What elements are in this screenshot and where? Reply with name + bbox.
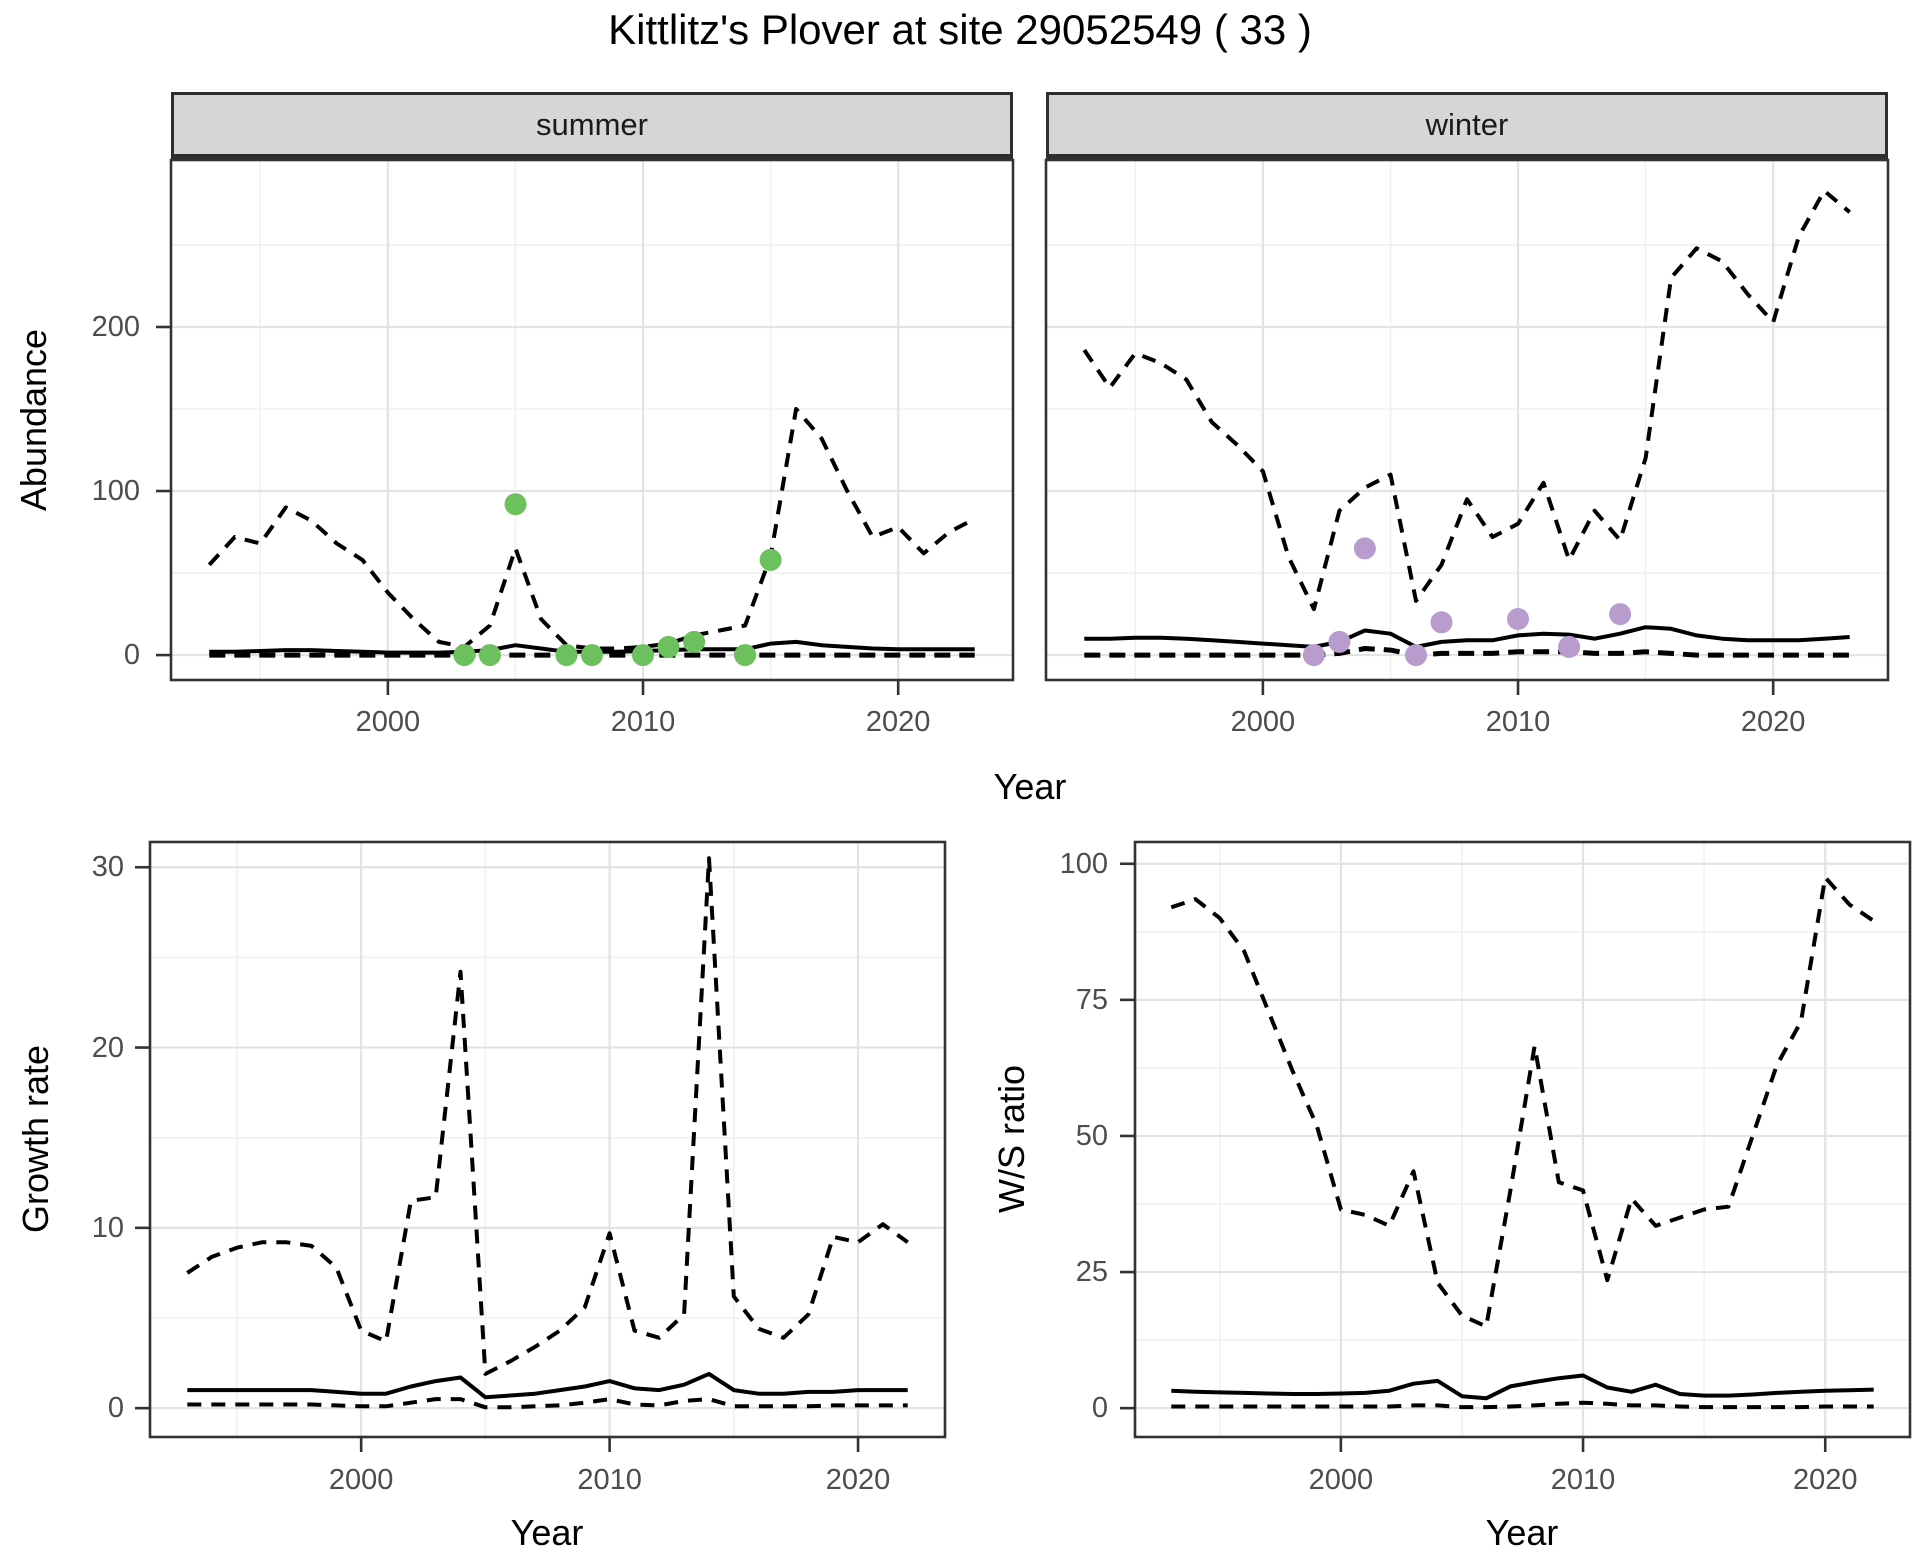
facet-strip-summer: summer: [171, 92, 1013, 160]
growth-x-tick-label: 2010: [577, 1464, 642, 1496]
ws-y-tick-label: 100: [1059, 847, 1108, 880]
growth-y-tick-label: 0: [107, 1392, 124, 1425]
ws-median-line: [1171, 1373, 1874, 1401]
summer-observation-point: [683, 630, 706, 653]
growth-y-tick-label: 20: [91, 1031, 124, 1064]
summer-observation-point: [478, 644, 501, 667]
abundance-y-axis-label: Abundance: [13, 328, 54, 512]
ws-y-axis-label: W/S ratio: [991, 1064, 1032, 1214]
winter-lower-ci-line: [1084, 646, 1850, 658]
ws-panel: [1120, 840, 1912, 1452]
winter-panel: [1044, 158, 1890, 695]
ws-panel-border: [1133, 840, 1912, 1439]
ws-upper-ci-line: [1170, 875, 1875, 1329]
winter-observation-point: [1405, 644, 1427, 667]
summer-x-tick-label: 2010: [610, 706, 676, 738]
ws-x-tick-label: 2000: [1308, 1464, 1374, 1496]
abundance-x-axis-label: Year: [993, 766, 1067, 807]
winter-median-line: [1084, 625, 1850, 649]
winter-x-tick-label: 2020: [1740, 706, 1806, 738]
winter-observation-point: [1430, 611, 1453, 634]
winter-observation-point: [1609, 603, 1632, 626]
summer-x-tick-label: 2000: [355, 706, 421, 738]
growth-x-tick-label: 2020: [825, 1464, 891, 1496]
summer-observation-point: [657, 635, 680, 658]
growth-y-axis-label: Growth rate: [15, 1044, 56, 1234]
winter-observation-point: [1328, 630, 1351, 653]
summer-observation-point: [581, 644, 603, 667]
ws-x-axis-label: Year: [1485, 1512, 1559, 1553]
ws-y-tick-label: 75: [1075, 983, 1108, 1016]
summer-observation-point: [759, 548, 782, 571]
growth-panel: [135, 840, 947, 1452]
summer-panel: [156, 158, 1015, 695]
winter-x-tick-label: 2000: [1230, 706, 1296, 738]
facet-strip-winter-label: winter: [1425, 106, 1509, 142]
growth-lower-ci-line: [187, 1397, 908, 1410]
growth-x-tick-label: 2000: [328, 1464, 394, 1496]
winter-observation-point: [1353, 537, 1376, 560]
summer-observation-point: [555, 644, 578, 667]
growth-x-axis-label: Year: [510, 1512, 584, 1553]
winter-observation-point: [1507, 608, 1529, 630]
winter-observation-point: [1558, 635, 1581, 658]
summer-observation-point: [504, 493, 527, 516]
growth-upper-ci-line: [186, 856, 909, 1376]
summer-observation-point: [632, 644, 654, 667]
summer-x-tick-label: 2020: [865, 706, 931, 738]
summer-upper-ci-line: [207, 407, 976, 651]
summer-y-tick-label: 200: [91, 310, 140, 343]
ws-y-tick-label: 0: [1091, 1392, 1108, 1425]
winter-x-tick-label: 2010: [1485, 706, 1551, 738]
growth-y-tick-label: 30: [91, 851, 124, 884]
growth-panel-border: [148, 840, 947, 1439]
winter-upper-ci-line: [1082, 188, 1851, 612]
growth-median-line: [187, 1371, 908, 1400]
summer-observation-point: [734, 644, 757, 667]
summer-panel-border: [169, 158, 1015, 682]
ws-x-tick-label: 2020: [1792, 1464, 1858, 1496]
ws-lower-ci-line: [1171, 1400, 1874, 1410]
ws-y-tick-label: 50: [1075, 1119, 1108, 1152]
page-title: Kittlitz's Plover at site 29052549 ( 33 …: [608, 6, 1312, 53]
growth-y-tick-label: 10: [91, 1211, 124, 1244]
ws-y-tick-label: 25: [1075, 1256, 1108, 1289]
winter-panel-border: [1044, 158, 1890, 682]
summer-y-tick-label: 100: [91, 475, 140, 508]
ws-x-tick-label: 2010: [1550, 1464, 1616, 1496]
winter-observation-point: [1302, 644, 1325, 667]
facet-strip-summer-label: summer: [536, 106, 648, 142]
summer-y-tick-label: 0: [123, 639, 140, 672]
summer-observation-point: [453, 644, 476, 667]
facet-strip-winter: winter: [1046, 92, 1888, 160]
